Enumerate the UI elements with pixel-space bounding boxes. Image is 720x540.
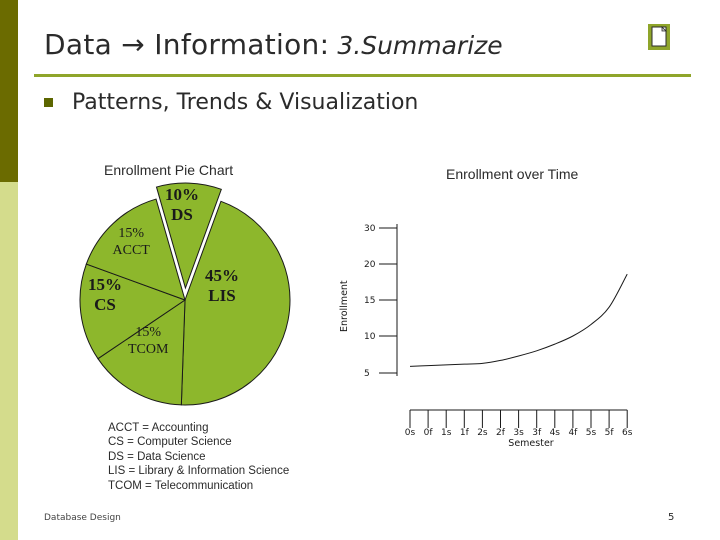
x-tick-label: 2f xyxy=(496,428,506,438)
title-rule xyxy=(34,74,691,77)
x-axis-label: Semester xyxy=(508,438,553,449)
legend-item: LIS = Library & Information Science xyxy=(108,465,290,478)
legend-item: TCOM = Telecommunication xyxy=(108,479,254,492)
x-tick-label: 5s xyxy=(586,428,597,438)
y-axis-label: Enrollment xyxy=(339,280,350,332)
x-tick-label: 6s xyxy=(622,428,633,438)
x-tick-label: 3s xyxy=(513,428,524,438)
pie-slice-label: 45% LIS xyxy=(205,265,239,305)
x-tick-label: 0s xyxy=(405,428,416,438)
y-tick-label: 5 xyxy=(364,369,370,379)
x-tick-label: 1f xyxy=(460,428,470,438)
left-accent-bar xyxy=(0,0,18,182)
pie-slice xyxy=(180,200,291,406)
pie-slice-label: 15% TCOM xyxy=(128,325,169,357)
pie-slice-label: 10% DS xyxy=(165,184,199,224)
footer-course: Database Design xyxy=(44,513,121,523)
legend-item: ACCT = Accounting xyxy=(108,422,209,434)
x-tick-label: 5f xyxy=(605,428,615,438)
x-tick-label: 4s xyxy=(550,428,561,438)
bullet-marker xyxy=(44,98,53,107)
pie-legend: ACCT = Accounting CS = Computer Science … xyxy=(108,421,289,493)
x-tick-label: 1s xyxy=(441,428,452,438)
x-tick-label: 3f xyxy=(532,428,542,438)
enrollment-series-line xyxy=(409,273,628,367)
pie-slice xyxy=(97,299,186,406)
legend-item: CS = Computer Science xyxy=(108,436,232,449)
page-number: 5 xyxy=(668,512,675,523)
x-tick-label: 0f xyxy=(424,428,434,438)
line-chart-title: Enrollment over Time xyxy=(446,166,579,182)
x-tick-label: 4f xyxy=(568,428,578,438)
title-subtitle: 3.Summarize xyxy=(337,31,503,60)
note-icon[interactable] xyxy=(648,24,670,50)
slide-title: Data → Information: 3.Summarize xyxy=(44,28,644,68)
pie-chart-title: Enrollment Pie Chart xyxy=(104,162,234,178)
x-tick-label: 2s xyxy=(477,428,488,438)
bullet-text: Patterns, Trends & Visualization xyxy=(72,90,419,115)
pie-slice-label: 15% CS xyxy=(88,274,122,314)
y-tick-label: 30 xyxy=(364,224,376,234)
legend-item: DS = Data Science xyxy=(108,450,206,463)
left-pale-bar xyxy=(0,182,18,540)
y-tick-label: 20 xyxy=(364,260,376,270)
y-tick-label: 15 xyxy=(364,296,375,306)
title-main: Data → Information: xyxy=(44,28,330,61)
pie-slice-label: 15% ACCT xyxy=(112,226,150,258)
pie-slice xyxy=(79,263,187,360)
y-tick-label: 10 xyxy=(364,332,376,342)
pie-slice xyxy=(85,198,186,301)
pie-slice xyxy=(155,182,222,290)
